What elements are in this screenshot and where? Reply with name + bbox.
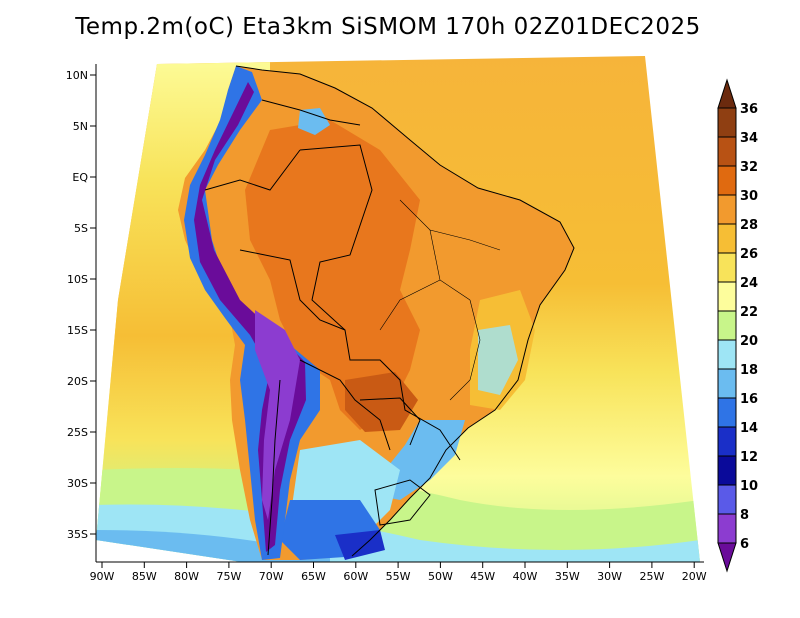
colorbar-label: 22 <box>740 305 758 320</box>
colorbar: 36 34 32 30 28 26 24 22 20 18 16 14 12 10 8 6 <box>717 78 758 573</box>
lat-label: 35S <box>67 528 88 541</box>
colorbar-label: 10 <box>740 479 758 494</box>
colorbar-swatch <box>717 165 737 196</box>
lat-label: 10N <box>66 69 88 82</box>
lat-label: EQ <box>72 171 88 184</box>
east-highland-cool <box>478 325 518 395</box>
lon-label: 25W <box>639 570 664 583</box>
colorbar-label: 28 <box>740 218 758 233</box>
colorbar-swatch <box>717 339 737 370</box>
colorbar-swatch <box>717 397 737 428</box>
colorbar-label: 18 <box>740 363 758 378</box>
border-peru-bolivia <box>239 249 346 331</box>
border-venezuela <box>261 99 361 126</box>
lat-label: 30S <box>67 477 88 490</box>
map-frame <box>95 64 704 563</box>
lon-label: 30W <box>597 570 622 583</box>
colorbar-swatch <box>717 136 737 167</box>
colorbar-label: 34 <box>740 131 758 146</box>
guiana-highlands <box>298 108 330 135</box>
colorbar-bottom-arrow <box>717 542 737 573</box>
colorbar-label: 8 <box>740 508 749 523</box>
colorbar-swatch <box>717 194 737 225</box>
lon-label: 80W <box>174 570 199 583</box>
colorbar-label: 32 <box>740 160 758 175</box>
lon-label: 75W <box>216 570 241 583</box>
latitude-axis: 10N 5N EQ 5S 10S 15S 20S 25S 30S 35S <box>66 69 96 541</box>
lon-label: 60W <box>343 570 368 583</box>
colorbar-swatch <box>717 513 737 544</box>
country-borders <box>204 65 575 557</box>
colorbar-swatch <box>717 281 737 312</box>
colorbar-swatch <box>717 107 737 138</box>
colorbar-label: 14 <box>740 421 758 436</box>
colorbar-label: 20 <box>740 334 758 349</box>
lon-label: 40W <box>513 570 538 583</box>
colorbar-swatch <box>717 484 737 515</box>
colorbar-label: 16 <box>740 392 758 407</box>
colorbar-label: 26 <box>740 247 758 262</box>
lon-label: 20W <box>682 570 707 583</box>
lon-label: 70W <box>259 570 284 583</box>
lat-label: 20S <box>67 375 88 388</box>
longitude-axis: 90W 85W 80W 75W 70W 65W 60W 55W 50W 45W 40W 35W 30W 2… <box>90 562 707 583</box>
colorbar-swatch <box>717 310 737 341</box>
colorbar-label: 12 <box>740 450 758 465</box>
border-brazil-states <box>379 199 501 401</box>
border-bolivia-south <box>299 359 391 451</box>
colorbar-label: 24 <box>740 276 758 291</box>
lon-label: 65W <box>301 570 326 583</box>
lon-label: 45W <box>470 570 495 583</box>
colorbar-swatch <box>717 252 737 283</box>
map-domain <box>96 56 700 562</box>
lat-label: 15S <box>67 324 88 337</box>
border-argentina-chile <box>267 379 281 556</box>
hot-interior <box>245 120 420 430</box>
border-paraguay <box>359 397 421 446</box>
colorbar-label: 6 <box>740 537 749 552</box>
colorbar-swatch <box>717 223 737 254</box>
lon-label: 85W <box>132 570 157 583</box>
border-colombia-ecuador <box>204 149 301 191</box>
continent-outline <box>235 65 575 557</box>
lat-label: 5N <box>73 120 88 133</box>
map-title: Temp.2m(oC) Eta3km SiSMOM 170h 02Z01DEC2… <box>75 14 701 40</box>
colorbar-label: 30 <box>740 189 758 204</box>
lon-label: 90W <box>90 570 115 583</box>
lat-label: 10S <box>67 273 88 286</box>
lon-label: 55W <box>386 570 411 583</box>
lon-label: 35W <box>555 570 580 583</box>
lon-label: 50W <box>428 570 453 583</box>
colorbar-swatch <box>717 426 737 457</box>
hottest-spot <box>345 372 418 432</box>
border-uruguay <box>374 479 431 526</box>
colorbar-top-arrow <box>717 78 737 109</box>
colorbar-swatch <box>717 368 737 399</box>
colorbar-label: 36 <box>740 102 758 117</box>
colorbar-swatch <box>717 455 737 486</box>
lat-label: 5S <box>74 222 88 235</box>
lat-label: 25S <box>67 426 88 439</box>
